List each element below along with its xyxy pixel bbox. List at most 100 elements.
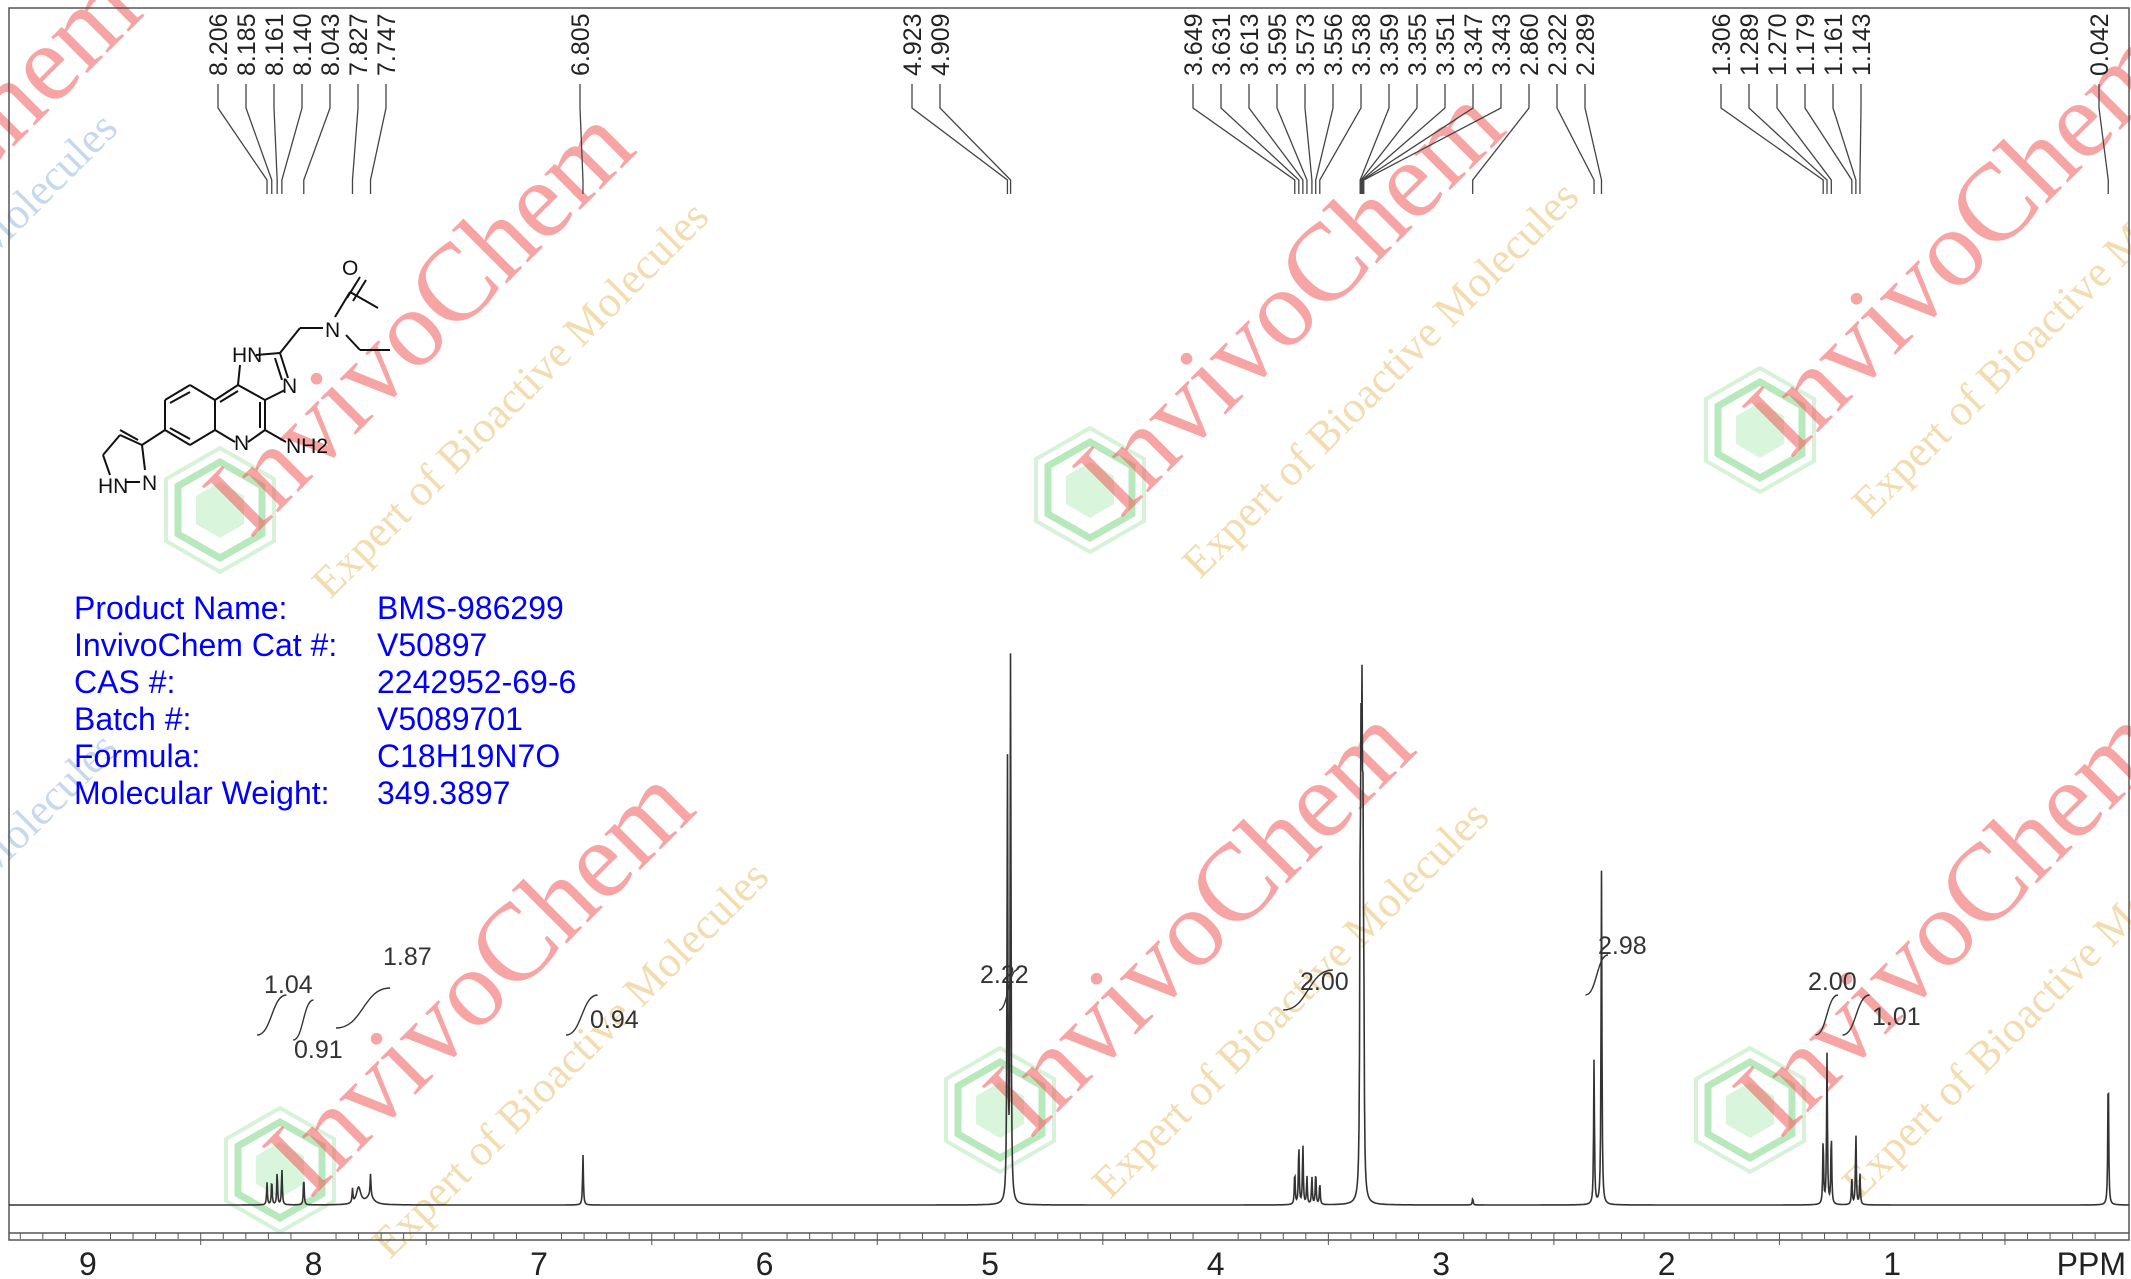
integral-label: 2.00 (1300, 968, 1349, 996)
peak-label-leader (2098, 84, 2109, 194)
integral-label: 2.98 (1598, 932, 1647, 960)
peak-label: 8.206 (205, 13, 233, 76)
integral-curve (565, 994, 598, 1036)
peak-label: 3.538 (1348, 13, 1376, 76)
peak-label: 3.347 (1460, 13, 1488, 76)
atom-n-amide: N (325, 319, 340, 342)
peak-label-leader (1276, 84, 1308, 194)
info-value: C18H19N7O (377, 738, 561, 774)
peak-label: 1.289 (1736, 13, 1764, 76)
integral-curve (256, 994, 287, 1036)
info-label: Molecular Weight: (74, 775, 330, 811)
x-tick-label: 1 (1883, 1246, 1901, 1279)
integral-curve (1283, 969, 1333, 1011)
peak-label: 1.161 (1820, 13, 1848, 76)
x-tick-label: 2 (1658, 1246, 1676, 1279)
peak-label: 1.143 (1848, 13, 1876, 76)
peak-label: 0.042 (2086, 13, 2114, 76)
integral-label: 1.01 (1872, 1003, 1921, 1031)
peak-label-leader (579, 84, 584, 194)
atom-n-imidazole: N (282, 375, 297, 398)
peak-label-leader (1363, 84, 1502, 194)
x-tick-label: 3 (1432, 1246, 1450, 1279)
peak-label-leader (1472, 84, 1530, 194)
peak-label: 3.613 (1236, 13, 1264, 76)
peak-label: 3.631 (1208, 13, 1236, 76)
peak-label-leader (273, 84, 278, 194)
peak-label-leader (1748, 84, 1828, 194)
atom-o: O (342, 257, 358, 280)
peak-label-leader (245, 84, 273, 194)
atom-nh2: NH2 (286, 435, 328, 458)
info-row: Formula: C18H19N7O (74, 738, 576, 775)
peak-label-leader (1776, 84, 1832, 194)
atom-n-pyrazole: N (142, 472, 157, 495)
peak-label-leader (1248, 84, 1304, 194)
peak-label-leader (1319, 84, 1362, 194)
peak-label: 7.747 (373, 13, 401, 76)
x-axis-label: PPM (2057, 1246, 2126, 1279)
peak-label-leader (939, 84, 1012, 194)
x-tick-label: 4 (1207, 1246, 1225, 1279)
peak-label: 1.179 (1792, 13, 1820, 76)
x-tick-label: 7 (530, 1246, 548, 1279)
info-value: V5089701 (377, 701, 523, 737)
integral-curve (292, 999, 314, 1041)
atom-hn-pyrazole: HN (98, 475, 128, 498)
peak-label-leader (1362, 84, 1474, 194)
info-label: Product Name: (74, 590, 288, 626)
peak-label-leader (1584, 84, 1603, 194)
peak-label-leader (1361, 84, 1446, 194)
info-row: Batch #: V5089701 (74, 701, 576, 738)
peak-label: 1.306 (1708, 13, 1736, 76)
peak-label-leader (281, 84, 303, 194)
peak-label: 8.185 (233, 13, 261, 76)
peak-label: 3.556 (1320, 13, 1348, 76)
peak-label-leader (1804, 84, 1853, 194)
peak-label: 3.595 (1264, 13, 1292, 76)
peak-label: 2.860 (1516, 13, 1544, 76)
x-tick-label: 5 (981, 1246, 999, 1279)
peak-label-leader (217, 84, 268, 194)
peak-label-leader (1556, 84, 1595, 194)
peak-label-leader (1315, 84, 1334, 194)
info-row: Molecular Weight: 349.3897 (74, 775, 576, 812)
atom-hn-imidazole: HN (232, 344, 262, 367)
peak-label-leader (351, 84, 359, 194)
integral-label: 2.00 (1808, 968, 1857, 996)
x-tick-label: 8 (305, 1246, 323, 1279)
x-tick-label: 6 (756, 1246, 774, 1279)
peak-label: 6.805 (567, 13, 595, 76)
peak-label-leader (911, 84, 1009, 194)
peak-label-leader (1220, 84, 1300, 194)
atom-n-quinoline: N (234, 432, 249, 455)
info-row: Product Name: BMS-986299 (74, 590, 576, 627)
molecule-structure: O N HN N N NH2 HN N (98, 257, 390, 498)
info-value: 349.3897 (377, 775, 511, 811)
info-label: Batch #: (74, 701, 192, 737)
integral-curve (1585, 954, 1609, 996)
info-value: BMS-986299 (377, 590, 564, 626)
integral-label: 0.91 (294, 1036, 343, 1064)
integral-label: 1.87 (383, 943, 432, 971)
spectrum-line (9, 653, 2129, 1206)
peak-label: 4.923 (899, 13, 927, 76)
peak-label: 8.043 (317, 13, 345, 76)
peak-label: 3.343 (1488, 13, 1516, 76)
peak-label: 3.351 (1432, 13, 1460, 76)
peak-label-leader (1360, 84, 1418, 194)
info-value: V50897 (377, 627, 488, 663)
peak-label: 3.355 (1404, 13, 1432, 76)
info-label: Formula: (74, 738, 201, 774)
integral-label: 2.22 (980, 961, 1029, 989)
x-tick-label: 9 (79, 1246, 97, 1279)
peak-label: 3.649 (1180, 13, 1208, 76)
info-label: CAS #: (74, 664, 176, 700)
peak-label-leader (1859, 84, 1862, 194)
peak-label: 8.161 (261, 13, 289, 76)
peak-label: 1.270 (1764, 13, 1792, 76)
info-value: 2242952-69-6 (377, 664, 577, 700)
peak-label-leader (1720, 84, 1824, 194)
info-label: InvivoChem Cat #: (74, 627, 338, 663)
